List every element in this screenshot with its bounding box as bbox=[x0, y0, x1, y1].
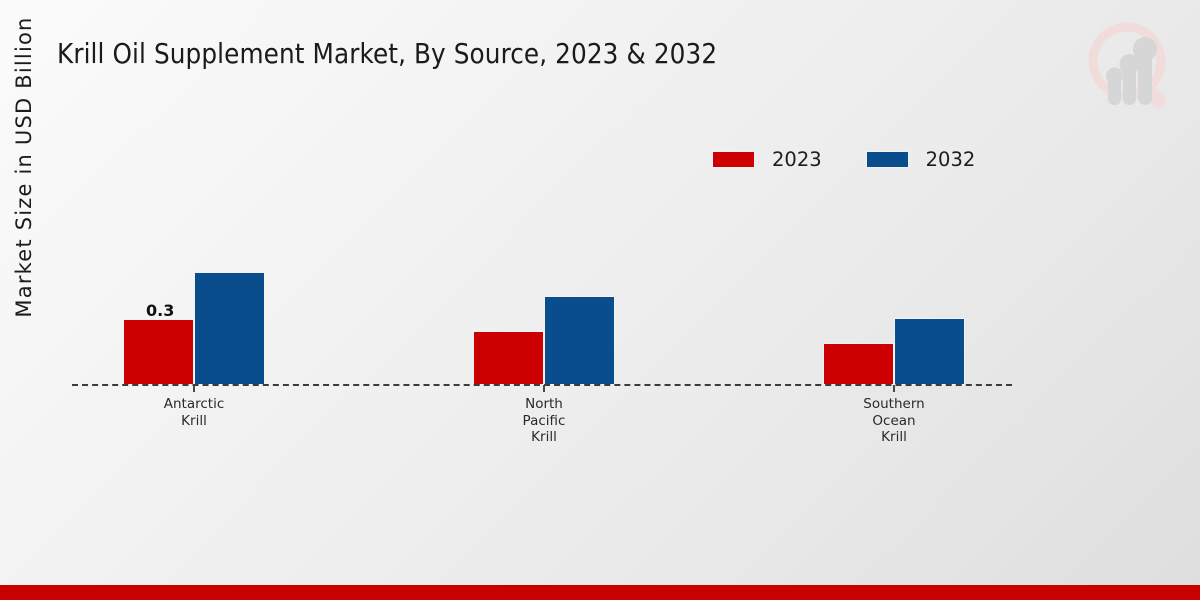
bar-2023-southern-ocean-krill[interactable] bbox=[823, 343, 894, 385]
x-axis-tick-north-pacific-krill bbox=[543, 385, 545, 392]
legend-label-2023: 2023 bbox=[772, 148, 822, 171]
x-axis-label-southern-ocean-krill: Southern Ocean Krill bbox=[863, 396, 925, 445]
bar-2023-north-pacific-krill[interactable] bbox=[473, 331, 544, 385]
page-title: Krill Oil Supplement Market, By Source, … bbox=[57, 38, 718, 70]
footer-accent-band bbox=[0, 585, 1200, 600]
bar-2032-southern-ocean-krill[interactable] bbox=[894, 318, 965, 385]
legend-label-2032: 2032 bbox=[925, 148, 976, 171]
legend-item-2023[interactable]: 2023 bbox=[712, 148, 822, 171]
data-label-2023-antarctic-krill: 0.3 bbox=[146, 301, 175, 320]
x-axis-baseline bbox=[72, 384, 1012, 386]
bar-2023-antarctic-krill[interactable] bbox=[123, 319, 194, 385]
legend-swatch-2032 bbox=[865, 151, 909, 168]
legend-item-2032[interactable]: 2032 bbox=[865, 148, 976, 171]
x-axis-tick-antarctic-krill bbox=[193, 385, 195, 392]
chart-legend: 2023 2032 bbox=[712, 148, 975, 171]
x-axis-label-north-pacific-krill: North Pacific Krill bbox=[522, 396, 566, 445]
x-axis-label-antarctic-krill: Antarctic Krill bbox=[163, 396, 225, 429]
bar-2032-antarctic-krill[interactable] bbox=[194, 272, 265, 385]
bar-2032-north-pacific-krill[interactable] bbox=[544, 296, 615, 385]
legend-swatch-2023 bbox=[712, 151, 755, 168]
x-axis-tick-southern-ocean-krill bbox=[893, 385, 895, 392]
